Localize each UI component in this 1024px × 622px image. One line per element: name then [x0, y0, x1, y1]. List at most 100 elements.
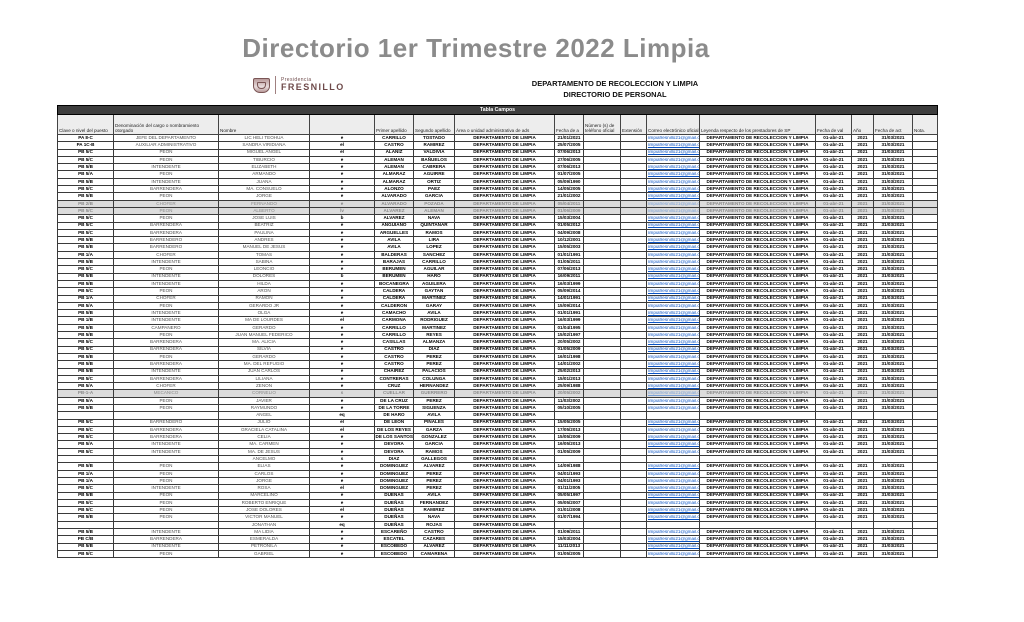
email-link[interactable]: limpiafresnillo21@gmail.com	[647, 354, 699, 359]
leyenda-cell: DEPARTAMENTO DE RECOLECCION Y LIMPIA	[699, 214, 816, 223]
segundo-apellido-cell: GUERRERO	[413, 389, 455, 398]
email-link[interactable]: limpiafresnillo21@gmail.com	[647, 442, 699, 447]
email-link[interactable]: limpiafresnillo21@gmail.com	[647, 544, 699, 549]
email-link[interactable]: limpiafresnillo21@gmail.com	[647, 208, 699, 213]
email-link[interactable]: limpiafresnillo21@gmail.com	[647, 493, 699, 498]
clave-cell	[57, 520, 114, 530]
email-link[interactable]: limpiafresnillo21@gmail.com	[647, 551, 699, 556]
email-link[interactable]: limpiafresnillo21@gmail.com	[647, 259, 699, 264]
email-link[interactable]: limpiafresnillo21@gmail.com	[647, 398, 699, 403]
leyenda-cell: DEPARTAMENTO DE RECOLECCION Y LIMPIA	[699, 272, 816, 281]
segundo-apellido-cell: AGUILAR	[413, 265, 455, 274]
email-link[interactable]: limpiafresnillo21@gmail.com	[647, 216, 699, 221]
email-link[interactable]: limpiafresnillo21@gmail.com	[647, 486, 699, 491]
email-link[interactable]: limpiafresnillo21@gmail.com	[647, 194, 699, 199]
email-link[interactable]: limpiafresnillo21@gmail.com	[647, 464, 699, 469]
email-link[interactable]: limpiafresnillo21@gmail.com	[647, 252, 699, 257]
fecha-actualizacion-cell: 31/03/2021	[873, 433, 913, 442]
cargo-cell: PEON	[113, 469, 219, 478]
leyenda-cell	[699, 411, 816, 420]
email-link[interactable]: limpiafresnillo21@gmail.com	[647, 391, 699, 396]
email-link[interactable]: limpiafresnillo21@gmail.com	[647, 420, 699, 425]
email-link[interactable]: limpiafresnillo21@gmail.com	[647, 157, 699, 162]
email-link[interactable]: limpiafresnillo21@gmail.com	[647, 201, 699, 206]
email-link[interactable]: limpiafresnillo21@gmail.com	[647, 340, 699, 345]
email-link[interactable]: limpiafresnillo21@gmail.com	[647, 500, 699, 505]
email-link[interactable]: limpiafresnillo21@gmail.com	[647, 186, 699, 191]
email-link[interactable]: limpiafresnillo21@gmail.com	[647, 471, 699, 476]
email-link[interactable]: limpiafresnillo21@gmail.com	[647, 135, 699, 140]
email-link[interactable]: limpiafresnillo21@gmail.com	[647, 362, 699, 367]
cargo-cell	[113, 455, 219, 464]
email-link[interactable]: limpiafresnillo21@gmail.com	[647, 296, 699, 301]
cargo-cell: AUXILIAR ADMINISTRATIVO	[113, 141, 219, 150]
email-link[interactable]: limpiafresnillo21@gmail.com	[647, 507, 699, 512]
fecha-actualizacion-cell: 31/03/2021	[873, 506, 913, 515]
anio-cell: 2021	[851, 301, 874, 311]
clave-cell: PB 5/C	[57, 549, 114, 559]
email-link[interactable]: limpiafresnillo21@gmail.com	[647, 310, 699, 315]
primer-apellido-cell: CARRILLO	[374, 323, 414, 333]
extension-cell	[620, 141, 647, 150]
codigo-cell: e	[309, 469, 375, 478]
fecha-actualizacion-cell: 31/03/2021	[873, 214, 913, 223]
segundo-apellido-cell: PEREZ	[413, 476, 455, 486]
telefono-cell	[583, 462, 621, 471]
fecha-validacion-cell: 01-abr-21	[815, 396, 852, 406]
primer-apellido-cell: DUEÑAS	[374, 498, 414, 508]
email-link[interactable]: limpiafresnillo21@gmail.com	[647, 383, 699, 388]
codigo-cell: e	[309, 228, 375, 238]
email-link[interactable]: limpiafresnillo21@gmail.com	[647, 172, 699, 177]
email-link[interactable]: limpiafresnillo21@gmail.com	[647, 529, 699, 534]
email-link[interactable]: limpiafresnillo21@gmail.com	[647, 376, 699, 381]
email-link[interactable]: limpiafresnillo21@gmail.com	[647, 245, 699, 250]
email-link[interactable]: limpiafresnillo21@gmail.com	[647, 515, 699, 520]
email-link[interactable]: limpiafresnillo21@gmail.com	[647, 347, 699, 352]
primer-apellido-cell: ESCATEL	[374, 535, 414, 544]
table-row: PB 5/B INTENDENTE PETRONILA e ESCOBEDO ALVARE…	[57, 542, 939, 551]
leyenda-cell: DEPARTAMENTO DE RECOLECCION Y LIMPIA	[699, 396, 816, 406]
email-link[interactable]: limpiafresnillo21@gmail.com	[647, 150, 699, 155]
leyenda-cell: DEPARTAMENTO DE RECOLECCION Y LIMPIA	[699, 535, 816, 544]
email-link[interactable]: limpiafresnillo21@gmail.com	[647, 325, 699, 330]
fecha-alta-cell: 01/05/2012	[554, 221, 584, 230]
email-link[interactable]: limpiafresnillo21@gmail.com	[647, 303, 699, 308]
email-link[interactable]: limpiafresnillo21@gmail.com	[647, 143, 699, 148]
email-link[interactable]: limpiafresnillo21@gmail.com	[647, 223, 699, 228]
email-link[interactable]: limpiafresnillo21@gmail.com	[647, 230, 699, 235]
email-link[interactable]: limpiafresnillo21@gmail.com	[647, 537, 699, 542]
fecha-validacion-cell: 01-abr-21	[815, 382, 852, 391]
email-link[interactable]: limpiafresnillo21@gmail.com	[647, 427, 699, 432]
area-cell: DEPARTAMENTO DE LIMPIA	[454, 491, 555, 500]
email-link[interactable]: limpiafresnillo21@gmail.com	[647, 405, 699, 410]
segundo-apellido-cell: GARZA	[413, 425, 455, 435]
email-link[interactable]: limpiafresnillo21@gmail.com	[647, 449, 699, 454]
area-cell: DEPARTAMENTO DE LIMPIA	[454, 425, 555, 435]
email-link[interactable]: limpiafresnillo21@gmail.com	[647, 165, 699, 170]
leyenda-cell: DEPARTAMENTO DE RECOLECCION Y LIMPIA	[699, 345, 816, 354]
area-cell: DEPARTAMENTO DE LIMPIA	[454, 382, 555, 391]
email-link[interactable]: limpiafresnillo21@gmail.com	[647, 332, 699, 337]
email-link[interactable]: limpiafresnillo21@gmail.com	[647, 267, 699, 272]
email-link[interactable]: limpiafresnillo21@gmail.com	[647, 281, 699, 286]
fecha-validacion-cell: 01-abr-21	[815, 352, 852, 362]
email-link[interactable]: limpiafresnillo21@gmail.com	[647, 435, 699, 440]
extension-cell	[620, 447, 647, 457]
extension-cell	[620, 433, 647, 442]
fecha-actualizacion-cell: 31/03/2021	[873, 549, 913, 559]
email-link[interactable]: limpiafresnillo21@gmail.com	[647, 478, 699, 483]
nota-cell	[911, 316, 939, 325]
email-link[interactable]: limpiafresnillo21@gmail.com	[647, 318, 699, 323]
email-link[interactable]: limpiafresnillo21@gmail.com	[647, 369, 699, 374]
telefono-cell	[583, 491, 621, 500]
telefono-cell	[583, 185, 621, 194]
email-link[interactable]: limpiafresnillo21@gmail.com	[647, 238, 699, 242]
extension-cell	[620, 476, 647, 486]
email-link[interactable]: limpiafresnillo21@gmail.com	[647, 289, 699, 294]
email-link[interactable]: limpiafresnillo21@gmail.com	[647, 274, 699, 279]
clave-cell: PA 8-C	[57, 133, 114, 143]
leyenda-cell: DEPARTAMENTO DE RECOLECCION Y LIMPIA	[699, 360, 816, 369]
email-link[interactable]: limpiafresnillo21@gmail.com	[647, 179, 699, 184]
clave-cell: PB 5/A	[57, 396, 114, 406]
fecha-alta-cell: 05/09/2014	[554, 287, 584, 296]
